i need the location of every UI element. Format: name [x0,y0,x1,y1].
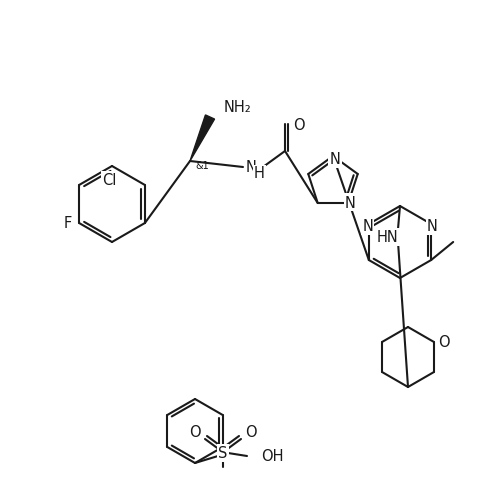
Text: O: O [245,425,257,440]
Polygon shape [190,116,214,162]
Text: H: H [254,166,265,181]
Text: N: N [246,160,257,175]
Text: HN: HN [377,230,399,245]
Text: S: S [218,445,227,460]
Text: O: O [189,425,201,440]
Text: O: O [293,117,305,132]
Text: F: F [64,216,72,231]
Text: N: N [427,219,438,234]
Text: N: N [345,195,355,210]
Text: N: N [362,219,373,234]
Text: N: N [329,152,341,167]
Text: &1: &1 [195,161,209,171]
Text: O: O [438,335,450,350]
Text: NH₂: NH₂ [224,100,252,115]
Text: OH: OH [261,449,284,464]
Text: Cl: Cl [102,173,116,188]
